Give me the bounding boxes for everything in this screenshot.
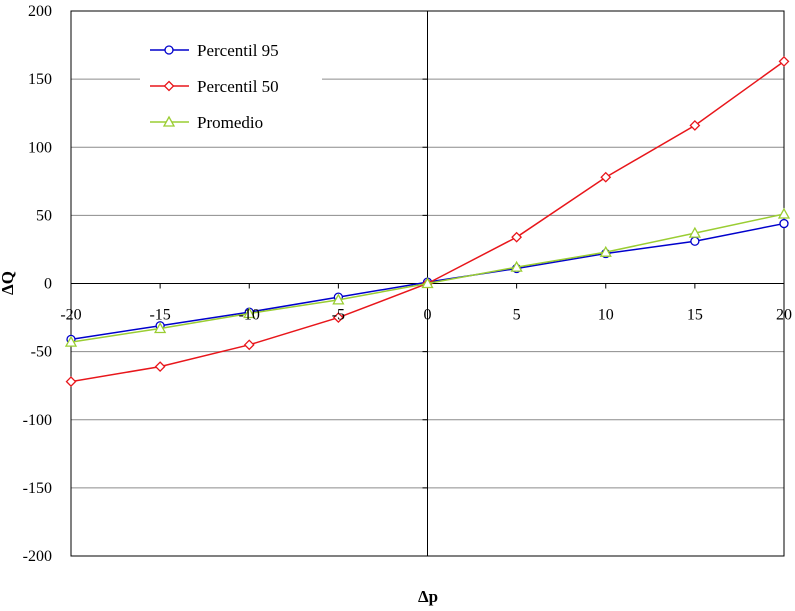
y-tick-label: -50 <box>31 344 52 361</box>
legend-label: Percentil 50 <box>197 77 279 96</box>
marker-diamond <box>600 171 612 183</box>
y-tick-label: 100 <box>28 139 52 156</box>
x-axis-title: Δp <box>418 587 438 606</box>
x-tick-label: 20 <box>776 307 792 324</box>
marker-triangle <box>421 277 434 289</box>
series-promedio <box>64 207 791 347</box>
marker-triangle <box>162 115 176 127</box>
legend-label: Percentil 95 <box>197 41 279 60</box>
marker-circle <box>779 218 789 229</box>
x-tick-label: -5 <box>332 307 345 324</box>
x-tick-label: 10 <box>598 307 614 324</box>
legend-label: Promedio <box>197 113 263 132</box>
marker-triangle <box>599 245 612 257</box>
y-tick-label: 200 <box>28 3 52 20</box>
x-tick-label: -20 <box>60 307 81 324</box>
marker-diamond <box>243 339 255 351</box>
marker-diamond <box>154 361 166 373</box>
marker-circle <box>164 45 174 55</box>
marker-triangle <box>510 260 523 272</box>
y-axis-title: ΔQ <box>0 271 17 295</box>
marker-triangle <box>777 207 791 219</box>
legend-item: Percentil 95 <box>150 41 279 60</box>
marker-diamond <box>332 312 344 323</box>
marker-diamond <box>511 231 523 243</box>
marker-triangle <box>688 226 701 238</box>
y-tick-label: -200 <box>23 548 52 565</box>
legend-item: Promedio <box>150 113 263 132</box>
y-tick-label: 150 <box>28 71 52 88</box>
marker-triangle <box>332 293 345 305</box>
tick-labels: -20 -15 -10 -5 0 5 10 15 20-200-150-100-50050100… <box>23 3 792 565</box>
marker-diamond <box>689 120 701 131</box>
x-tick-label: 0 <box>424 307 432 324</box>
legend: Percentil 95 Percentil 50 Promedio <box>140 34 322 144</box>
y-tick-label: 50 <box>36 207 52 224</box>
x-tick-label: 5 <box>513 307 521 324</box>
legend-item: Percentil 50 <box>150 77 279 96</box>
marker-diamond <box>163 80 175 92</box>
marker-circle <box>690 236 700 246</box>
marker-triangle <box>154 322 167 334</box>
y-tick-label: -150 <box>23 480 52 497</box>
y-tick-label: 0 <box>44 276 52 293</box>
y-tick-label: -100 <box>23 412 52 429</box>
marker-triangle <box>64 335 78 347</box>
x-tick-label: -10 <box>239 307 260 324</box>
x-tick-label: 15 <box>687 307 703 324</box>
marker-diamond <box>65 376 77 388</box>
series-layer <box>64 55 791 388</box>
marker-diamond <box>778 55 790 67</box>
marker-triangle <box>243 307 256 319</box>
x-tick-label: -15 <box>149 307 170 324</box>
